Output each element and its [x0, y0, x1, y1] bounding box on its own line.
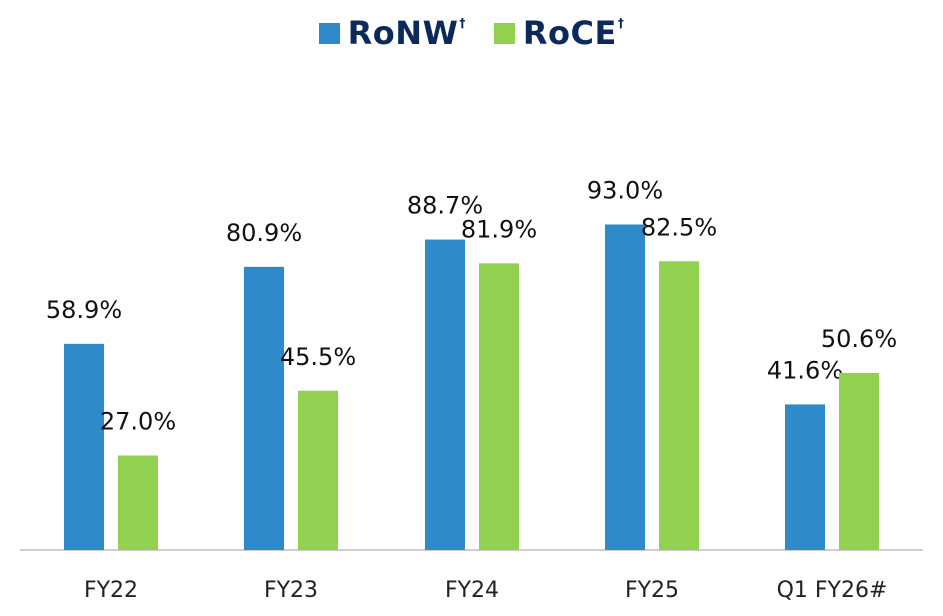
x-tick-label-1: FY23 [264, 578, 318, 603]
data-label-ronw-3: 93.0% [587, 177, 663, 205]
data-label-roce-2: 81.9% [461, 215, 537, 243]
data-label-ronw-2: 88.7% [407, 192, 483, 220]
data-label-roce-1: 45.5% [280, 343, 356, 371]
data-label-roce-4: 50.6% [821, 325, 897, 353]
data-label-roce-0: 27.0% [100, 408, 176, 436]
bar-ronw-2 [425, 239, 465, 551]
data-label-ronw-1: 80.9% [226, 219, 302, 247]
x-tick-label-4: Q1 FY26# [777, 578, 888, 603]
data-label-ronw-4: 41.6% [767, 356, 843, 384]
x-tick-label-2: FY24 [445, 578, 499, 603]
data-label-roce-3: 82.5% [641, 213, 717, 241]
legend-label-roce: RoCE† [522, 14, 625, 52]
bar-ronw-3 [605, 224, 645, 550]
bar-roce-4 [839, 372, 879, 550]
legend-swatch-ronw [318, 22, 340, 44]
bar-roce-0 [118, 455, 158, 550]
legend-label-ronw: RoNW† [347, 14, 466, 52]
legend-item-roce: RoCE† [493, 14, 625, 52]
bar-ronw-4 [785, 404, 825, 550]
bar-ronw-0 [64, 343, 104, 550]
legend: RoNW† RoCE† [0, 14, 943, 52]
legend-item-ronw: RoNW† [318, 14, 466, 52]
bar-roce-3 [659, 261, 699, 550]
data-label-ronw-0: 58.9% [46, 296, 122, 324]
bar-roce-2 [479, 263, 519, 550]
legend-swatch-roce [493, 22, 515, 44]
bar-roce-1 [298, 390, 338, 550]
x-tick-label-3: FY25 [625, 578, 679, 603]
bar-ronw-1 [244, 266, 284, 550]
x-tick-label-0: FY22 [84, 578, 138, 603]
